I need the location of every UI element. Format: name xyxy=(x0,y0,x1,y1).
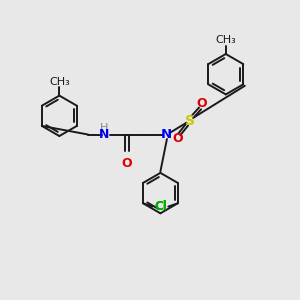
Text: O: O xyxy=(172,132,183,145)
Text: N: N xyxy=(161,128,172,141)
Text: CH₃: CH₃ xyxy=(215,35,236,45)
Text: O: O xyxy=(122,158,132,170)
Text: Cl: Cl xyxy=(154,200,167,213)
Text: CH₃: CH₃ xyxy=(49,77,70,87)
Text: N: N xyxy=(99,128,109,141)
Text: Cl: Cl xyxy=(154,200,167,213)
Text: S: S xyxy=(185,114,195,128)
Text: O: O xyxy=(197,98,207,110)
Text: H: H xyxy=(100,123,108,133)
